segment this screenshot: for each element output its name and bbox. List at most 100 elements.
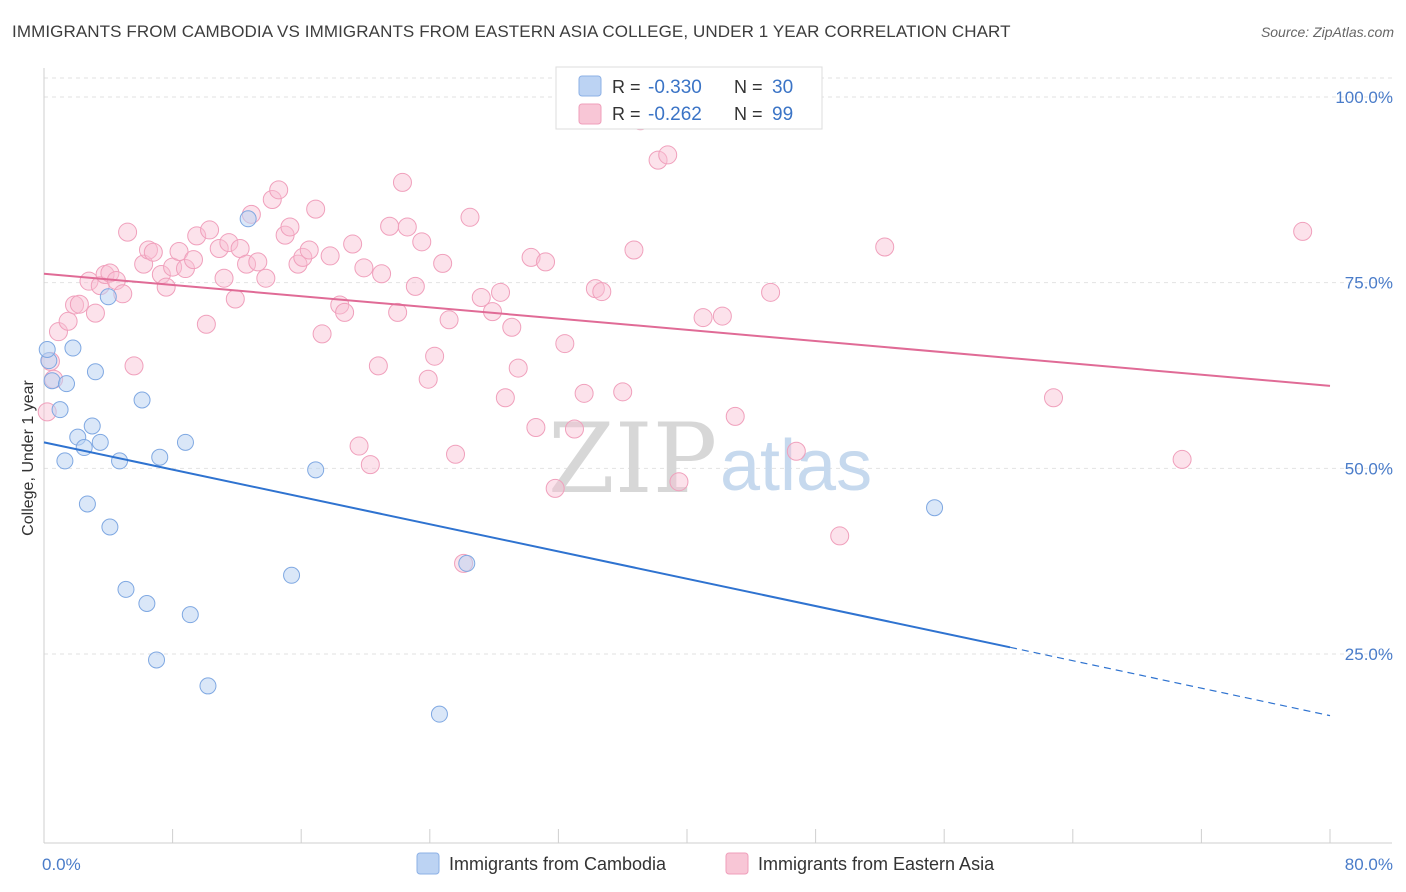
point-cambodia <box>56 452 74 470</box>
point-eastern-asia <box>156 277 176 297</box>
point-eastern-asia <box>65 295 85 315</box>
point-eastern-asia <box>225 289 245 309</box>
bottom-legend-label-eastern-asia: Immigrants from Eastern Asia <box>758 854 995 874</box>
point-eastern-asia <box>343 234 363 254</box>
point-cambodia <box>75 439 93 457</box>
point-eastern-asia <box>58 311 78 331</box>
point-eastern-asia <box>1044 388 1064 408</box>
point-eastern-asia <box>183 250 203 270</box>
point-eastern-asia <box>536 252 556 272</box>
point-eastern-asia <box>574 383 594 403</box>
point-eastern-asia <box>299 240 319 260</box>
watermark: ZIP atlas <box>548 403 872 515</box>
watermark-atlas: atlas <box>720 426 872 506</box>
y-axis-label: College, Under 1 year <box>20 380 37 536</box>
point-cambodia <box>86 363 104 381</box>
point-cambodia <box>38 341 56 359</box>
point-eastern-asia <box>405 276 425 296</box>
stats-legend: R = -0.330 N = 30 R = -0.262 N = 99 <box>555 66 823 130</box>
legend-swatch-cambodia <box>578 75 602 97</box>
point-eastern-asia <box>248 252 268 272</box>
point-cambodia <box>181 606 199 624</box>
chart-title: IMMIGRANTS FROM CAMBODIA VS IMMIGRANTS F… <box>12 22 1011 41</box>
series-eastern-asia-points <box>37 111 1313 573</box>
legend-r-value-cambodia: -0.330 <box>648 77 702 98</box>
point-eastern-asia <box>269 180 289 200</box>
point-cambodia <box>111 452 129 470</box>
point-eastern-asia <box>471 288 491 308</box>
trend-line-cambodia <box>43 441 1011 649</box>
point-cambodia <box>138 594 156 612</box>
point-eastern-asia <box>360 455 380 475</box>
point-eastern-asia <box>200 220 220 240</box>
point-eastern-asia <box>439 310 459 330</box>
point-cambodia <box>51 401 69 419</box>
point-eastern-asia <box>526 417 546 437</box>
point-eastern-asia <box>288 254 308 274</box>
legend-n-label-cambodia: N = <box>734 77 763 97</box>
point-eastern-asia <box>143 242 163 262</box>
trend-lines <box>43 272 1331 717</box>
legend-n-value-eastern-asia: 99 <box>772 104 793 125</box>
legend-swatch-eastern-asia <box>578 103 602 125</box>
point-cambodia <box>148 651 166 669</box>
legend-r-label-eastern-asia: R = <box>612 104 641 124</box>
point-cambodia <box>458 554 476 572</box>
point-eastern-asia <box>262 189 282 209</box>
point-eastern-asia <box>388 302 408 322</box>
point-eastern-asia <box>349 436 369 456</box>
x-tick-label-min: 0.0% <box>42 855 81 874</box>
point-cambodia <box>307 461 325 479</box>
point-cambodia <box>91 433 109 451</box>
bottom-legend-label-cambodia: Immigrants from Cambodia <box>449 854 667 874</box>
point-eastern-asia <box>380 216 400 236</box>
legend-r-label-cambodia: R = <box>612 77 641 97</box>
series-cambodia-points <box>38 210 944 723</box>
y-tick-labels: 25.0% 50.0% 75.0% 100.0% <box>1335 88 1393 664</box>
point-eastern-asia <box>1293 221 1313 241</box>
point-eastern-asia <box>592 282 612 302</box>
point-eastern-asia <box>306 199 326 219</box>
point-eastern-asia <box>786 441 806 461</box>
point-eastern-asia <box>761 282 781 302</box>
point-eastern-asia <box>209 239 229 259</box>
point-eastern-asia <box>1172 449 1192 469</box>
point-eastern-asia <box>124 356 144 376</box>
point-eastern-asia <box>693 308 713 328</box>
point-eastern-asia <box>658 145 678 165</box>
point-eastern-asia <box>491 282 511 302</box>
point-eastern-asia <box>545 478 565 498</box>
point-eastern-asia <box>725 406 745 426</box>
point-eastern-asia <box>237 254 257 274</box>
point-cambodia <box>117 580 135 598</box>
bottom-legend-swatch-cambodia <box>416 852 440 875</box>
watermark-zip: ZIP <box>548 403 717 515</box>
point-eastern-asia <box>335 302 355 322</box>
point-eastern-asia <box>48 322 68 342</box>
series-legend: Immigrants from Cambodia Immigrants from… <box>416 852 995 875</box>
point-cambodia <box>99 288 117 306</box>
point-eastern-asia <box>397 217 417 237</box>
point-cambodia <box>78 495 96 513</box>
point-eastern-asia <box>446 444 466 464</box>
point-eastern-asia <box>460 207 480 227</box>
point-cambodia <box>283 566 301 584</box>
point-cambodia <box>58 375 76 393</box>
point-eastern-asia <box>418 369 438 389</box>
point-cambodia <box>64 339 82 357</box>
point-cambodia <box>926 499 944 517</box>
bottom-legend-swatch-eastern-asia <box>725 852 749 875</box>
point-eastern-asia <box>187 226 207 246</box>
point-eastern-asia <box>368 356 388 376</box>
point-eastern-asia <box>712 306 732 326</box>
point-eastern-asia <box>214 268 234 288</box>
point-eastern-asia <box>69 294 89 314</box>
point-eastern-asia <box>392 172 412 192</box>
trend-line-extension-cambodia <box>1009 646 1331 717</box>
point-eastern-asia <box>564 419 584 439</box>
point-eastern-asia <box>196 314 216 334</box>
legend-n-value-cambodia: 30 <box>772 77 793 98</box>
point-eastern-asia <box>508 358 528 378</box>
point-cambodia <box>430 705 448 723</box>
